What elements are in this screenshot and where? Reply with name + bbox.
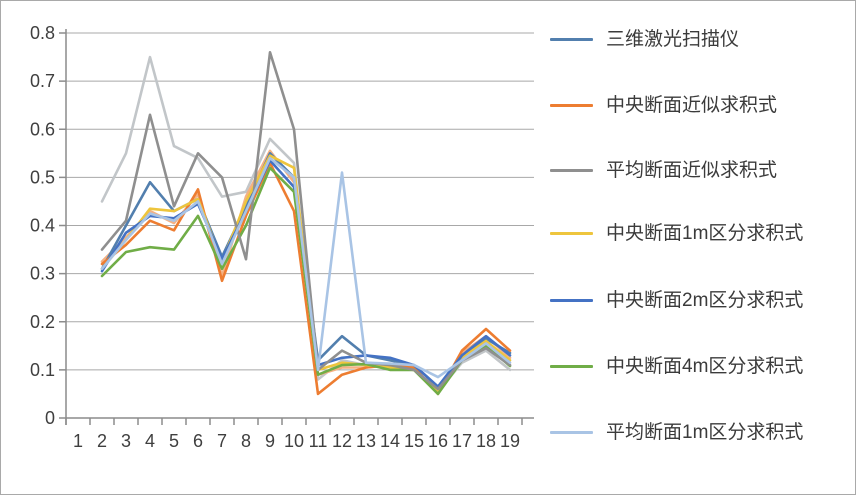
legend-item: 平均断面1m区分求积式: [550, 420, 840, 446]
x-tick-label: 8: [241, 431, 251, 451]
legend-line-swatch-icon: [550, 299, 593, 302]
legend-item: 中央断面1m区分求积式: [550, 221, 840, 247]
x-tick-label: 4: [145, 431, 155, 451]
x-tick-label: 19: [500, 431, 520, 451]
x-tick-label: 3: [121, 431, 131, 451]
legend-line-swatch-icon: [550, 104, 593, 107]
x-tick-label: 15: [404, 431, 424, 451]
legend-item: 平均断面近似求积式: [550, 158, 840, 184]
x-tick-label: 14: [380, 431, 400, 451]
x-tick-label: 11: [309, 431, 328, 451]
legend-item: 三维激光扫描仪: [550, 27, 840, 53]
y-tick-label: 0.1: [30, 360, 55, 380]
legend-label: 中央断面2m区分求积式: [606, 290, 804, 311]
legend-line-swatch-icon: [550, 365, 593, 368]
y-tick-label: 0.7: [30, 71, 55, 91]
x-tick-label: 1: [73, 431, 83, 451]
y-tick-label: 0.6: [30, 119, 55, 139]
x-tick-label: 9: [265, 431, 275, 451]
y-tick-label: 0.3: [30, 264, 55, 284]
line-chart-plot-area: 00.10.20.30.40.50.60.70.81 2 3 4 5 6 7 8 9 10 11 12…: [30, 23, 534, 451]
legend-label: 三维激光扫描仪: [606, 29, 740, 50]
y-tick-label: 0.8: [30, 23, 55, 43]
series-line-平均断面近似求积式: [100, 50, 512, 391]
legend-item: 中央断面2m区分求积式: [550, 288, 840, 314]
y-tick-label: 0: [45, 408, 55, 428]
legend-line-swatch-icon: [550, 169, 593, 172]
chart-legend: 三维激光扫描仪中央断面近似求积式 平均断面近似求积式中央断面1m区分求积式 中央断面…: [550, 1, 850, 494]
y-tick-label: 0.5: [30, 167, 55, 187]
legend-line-swatch-icon: [550, 38, 593, 41]
y-tick-label: 0.4: [30, 216, 55, 236]
legend-item: 中央断面近似求积式: [550, 93, 840, 119]
x-tick-label: 10: [284, 431, 304, 451]
legend-line-swatch-icon: [550, 431, 593, 434]
x-tick-label: 13: [356, 431, 376, 451]
legend-label: 中央断面4m区分求积式: [606, 356, 804, 377]
legend-label: 中央断面1m区分求积式: [606, 223, 804, 244]
x-tick-label: 2: [97, 431, 107, 451]
x-tick-label: 17: [452, 431, 472, 451]
y-tick-label: 0.2: [30, 312, 55, 332]
legend-line-swatch-icon: [550, 232, 593, 235]
x-tick-label: 18: [476, 431, 496, 451]
legend-label: 平均断面1m区分求积式: [606, 422, 804, 443]
legend-item: 中央断面4m区分求积式: [550, 354, 840, 380]
x-tick-label: 12: [332, 431, 352, 451]
legend-label: 平均断面近似求积式: [606, 160, 778, 181]
series-line-unlabeled-7: [100, 55, 512, 393]
legend-label: 中央断面近似求积式: [606, 95, 778, 116]
x-tick-label: 16: [428, 431, 448, 451]
x-tick-label: 6: [193, 431, 203, 451]
series-line-平均断面1m区分求积式: [100, 156, 512, 379]
x-tick-label: 5: [169, 431, 179, 451]
x-tick-label: 7: [217, 431, 227, 451]
